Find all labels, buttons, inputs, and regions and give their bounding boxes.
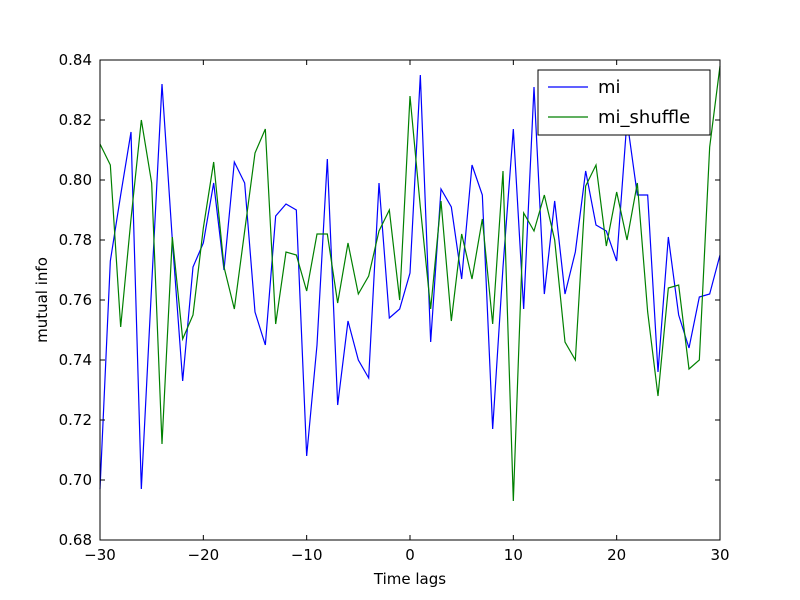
- series-line-mi: [99, 74, 721, 490]
- y-tick-label: 0.82: [59, 111, 92, 129]
- x-tick-label: 0: [405, 546, 415, 564]
- y-tick-label: 0.68: [59, 531, 92, 549]
- plot-area: [100, 60, 720, 540]
- x-axis: −30 −20 −10 0 10 20 30: [84, 60, 730, 564]
- x-tick-label: 30: [710, 546, 729, 564]
- legend-label-mi-shuffle: mi_shuffle: [598, 107, 690, 128]
- y-tick-label: 0.70: [59, 471, 92, 489]
- y-axis: 0.68 0.70 0.72 0.74 0.76 0.78 0.80 0.82 0.84: [59, 51, 720, 549]
- legend-label-mi: mi: [598, 77, 621, 98]
- series-line-mi-shuffle: [99, 65, 721, 502]
- y-tick-label: 0.76: [59, 291, 92, 309]
- y-tick-label: 0.78: [59, 231, 92, 249]
- series-layer: [99, 65, 721, 502]
- y-tick-label: 0.74: [59, 351, 92, 369]
- x-axis-label: Time lags: [373, 570, 446, 588]
- y-axis-label: mutual info: [33, 257, 51, 343]
- legend: mi mi_shuffle: [537, 69, 711, 136]
- y-tick-label: 0.80: [59, 171, 92, 189]
- legend-box: [537, 69, 711, 136]
- y-tick-label: 0.84: [59, 51, 92, 69]
- x-tick-label: −30: [84, 546, 116, 564]
- x-tick-label: 10: [504, 546, 523, 564]
- x-tick-label: −20: [188, 546, 220, 564]
- x-tick-label: 20: [607, 546, 626, 564]
- y-tick-label: 0.72: [59, 411, 92, 429]
- x-tick-label: −10: [291, 546, 323, 564]
